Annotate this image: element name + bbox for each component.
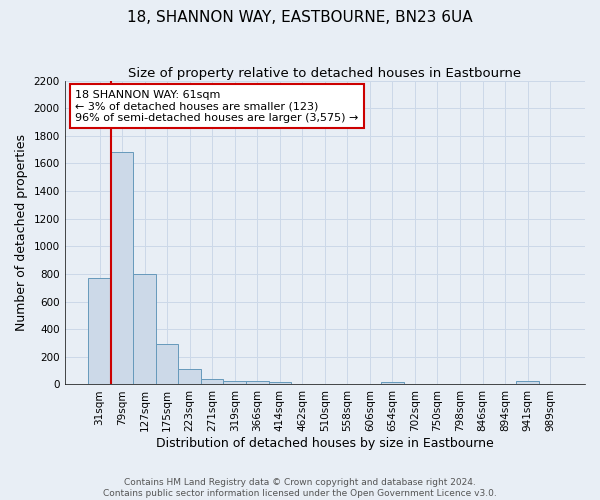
Bar (88, 278, 111, 384)
Bar (246, 381, 269, 384)
Bar (223, 380, 246, 384)
Bar (156, 344, 178, 384)
Bar (178, 370, 201, 384)
Text: 18, SHANNON WAY, EASTBOURNE, BN23 6UA: 18, SHANNON WAY, EASTBOURNE, BN23 6UA (127, 10, 473, 25)
Y-axis label: Number of detached properties: Number of detached properties (15, 134, 28, 331)
X-axis label: Distribution of detached houses by size in Eastbourne: Distribution of detached houses by size … (156, 437, 494, 450)
Bar (111, 152, 133, 384)
Title: Size of property relative to detached houses in Eastbourne: Size of property relative to detached ho… (128, 68, 521, 80)
Bar (269, 382, 291, 384)
Bar (381, 382, 404, 384)
Bar (201, 379, 223, 384)
Bar (516, 381, 539, 384)
Text: 18 SHANNON WAY: 61sqm
← 3% of detached houses are smaller (123)
96% of semi-deta: 18 SHANNON WAY: 61sqm ← 3% of detached h… (75, 90, 358, 123)
Text: Contains HM Land Registry data © Crown copyright and database right 2024.
Contai: Contains HM Land Registry data © Crown c… (103, 478, 497, 498)
Bar (133, 274, 156, 384)
